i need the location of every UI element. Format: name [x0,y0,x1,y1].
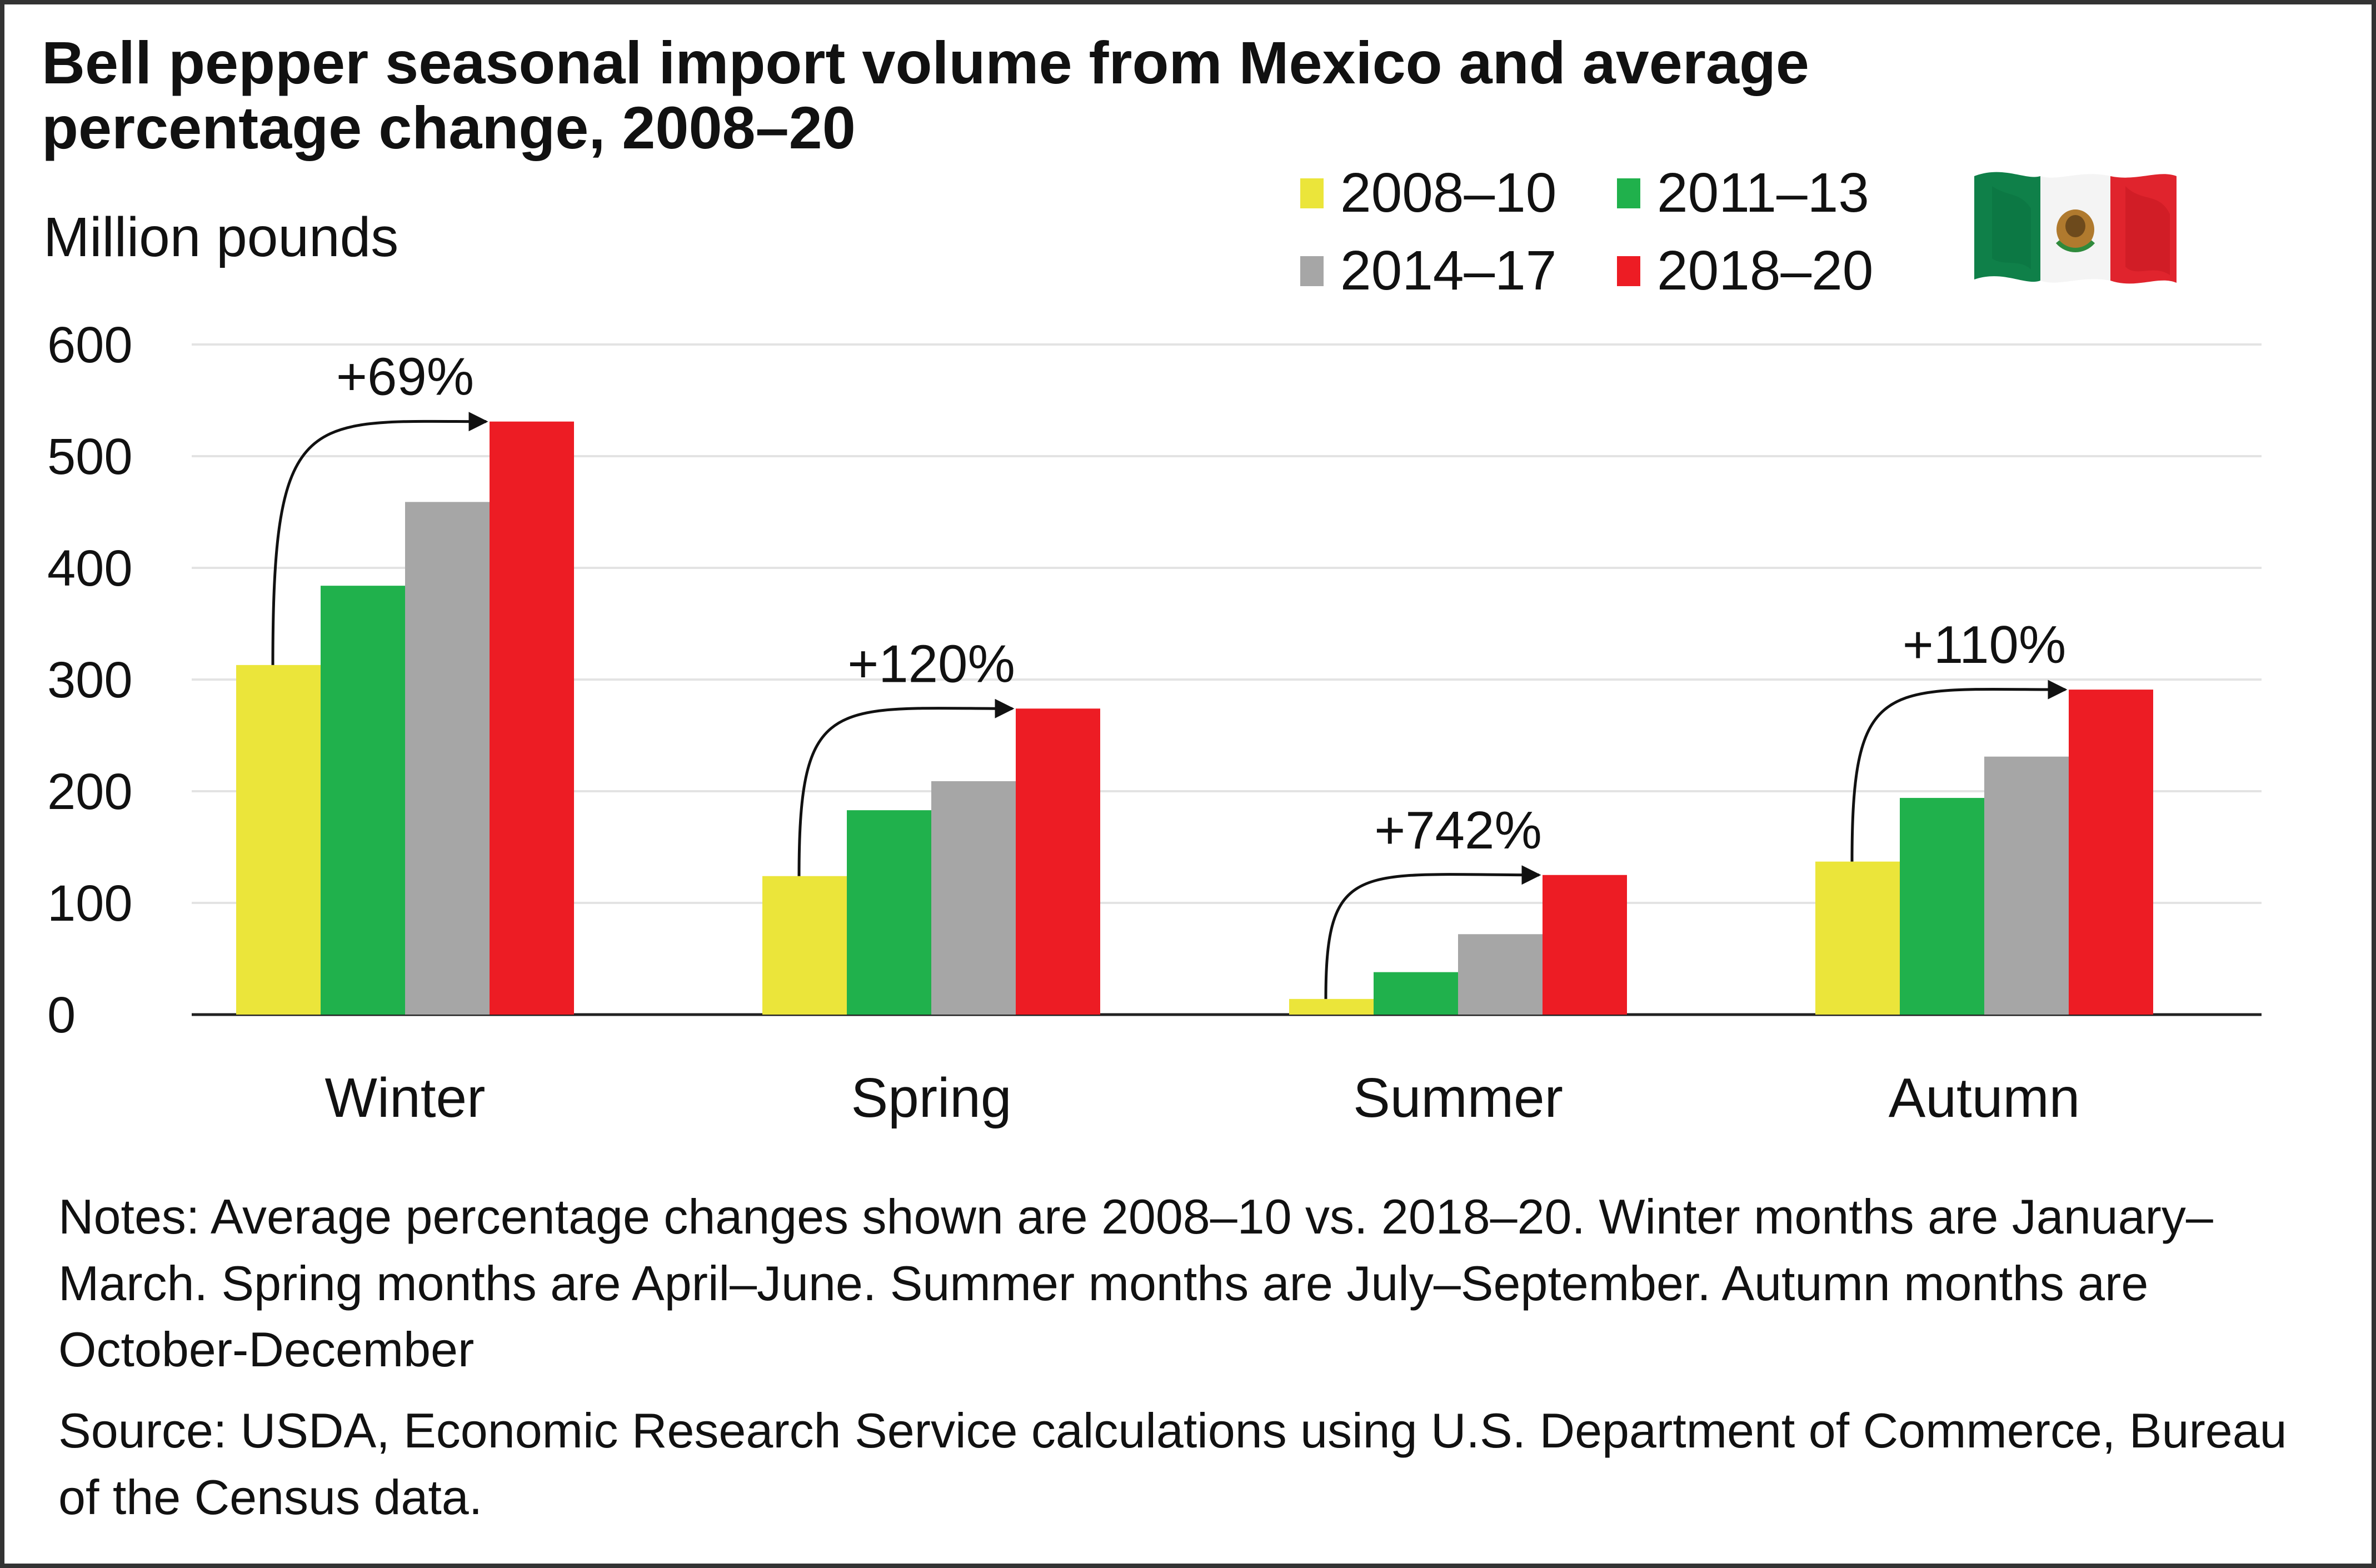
bar-winter-2014-17 [405,502,490,1015]
bar-summer-2018-20 [1543,875,1627,1015]
y-tick-label-400: 400 [47,540,133,597]
legend-label-2018-20: 2018–20 [1657,239,1874,302]
change-arrow-spring [797,698,1015,876]
bar-autumn-2011-13 [1900,798,1984,1015]
legend-label-2011-13: 2011–13 [1657,162,1869,224]
bar-spring-2011-13 [847,810,931,1015]
source-text: Source: USDA, Economic Research Service … [58,1403,2287,1525]
y-tick-label-100: 100 [47,875,133,932]
bar-spring-2008-10 [762,876,847,1015]
legend-swatch-2011-13 [1617,178,1640,208]
bar-summer-2008-10 [1289,998,1374,1015]
legend-item-2008-10: 2008–10 [1300,161,1556,225]
y-tick-label-300: 300 [47,652,133,708]
bar-summer-2014-17 [1458,934,1543,1015]
chart-title: Bell pepper seasonal import volume from … [42,29,1809,161]
bar-autumn-2008-10 [1815,861,1900,1015]
bar-autumn-2018-20 [2069,690,2153,1015]
bar-spring-2014-17 [931,781,1016,1015]
legend-item-2014-17: 2014–17 [1300,239,1556,303]
pct-change-label-winter: +69% [336,347,474,407]
notes-text: Notes: Average percentage changes shown … [58,1189,2213,1377]
bar-winter-2011-13 [321,586,405,1015]
bar-spring-2018-20 [1016,708,1100,1015]
mexico-flag-icon [1974,172,2177,284]
bar-winter-2018-20 [490,421,574,1015]
bar-autumn-2014-17 [1984,756,2069,1015]
notes-block: Notes: Average percentage changes shown … [58,1184,2325,1545]
pct-change-label-spring: +120% [847,634,1015,693]
change-arrow-summer [1324,865,1541,999]
change-arrow-autumn [1850,680,2068,862]
legend-swatch-2018-20 [1617,256,1640,286]
y-tick-label-0: 0 [47,987,76,1043]
legend-label-2014-17: 2014–17 [1340,239,1557,302]
legend-swatch-2014-17 [1300,256,1324,286]
pct-change-label-summer: +742% [1374,801,1542,860]
x-category-label-autumn: Autumn [1889,1067,2080,1129]
bar-summer-2011-13 [1374,972,1458,1015]
change-arrow-winter [271,412,488,665]
legend-item-2018-20: 2018–20 [1617,239,1873,303]
x-category-label-spring: Spring [851,1067,1011,1129]
pct-change-label-autumn: +110% [1903,615,2066,675]
y-tick-label-600: 600 [47,317,133,373]
y-tick-label-200: 200 [47,763,133,820]
y-axis-label: Million pounds [43,206,399,268]
x-category-label-summer: Summer [1353,1067,1563,1129]
y-tick-label-500: 500 [47,428,133,485]
legend-swatch-2008-10 [1300,178,1324,208]
x-category-label-winter: Winter [325,1067,486,1129]
legend-item-2011-13: 2011–13 [1617,161,1869,225]
legend-label-2008-10: 2008–10 [1340,162,1557,224]
bar-winter-2008-10 [236,665,321,1015]
